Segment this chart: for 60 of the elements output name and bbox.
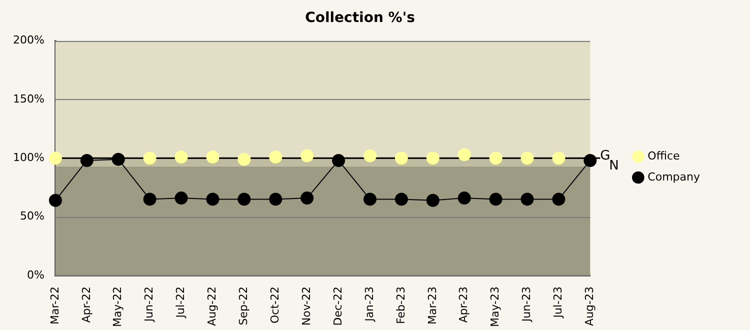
y-tick-label: 200% (12, 34, 44, 47)
legend-label: Company (648, 170, 700, 184)
point (552, 192, 566, 206)
x-tick-label: Mar-23 (426, 286, 439, 325)
point (143, 152, 156, 165)
chart-title: Collection %'s (305, 10, 415, 26)
x-tick-label: Jun-22 (142, 286, 156, 323)
x-tick-label: Sep-22 (237, 286, 250, 326)
point (48, 152, 62, 165)
x-tick-label: Feb-23 (394, 286, 408, 324)
point (520, 152, 534, 165)
point (363, 149, 376, 162)
point (489, 152, 502, 165)
band-label: N (609, 158, 619, 174)
point (584, 154, 597, 167)
point (112, 152, 125, 166)
point (426, 194, 440, 207)
x-tick-label: Jul-23 (552, 286, 565, 319)
y-tick-label: 50% (20, 210, 44, 223)
point (520, 192, 534, 206)
x-tick-label: Dec-22 (331, 286, 344, 326)
x-tick-label: Aug-22 (206, 286, 219, 326)
point (426, 152, 440, 165)
y-tick-label: 0% (26, 268, 44, 282)
point (80, 154, 94, 167)
x-tick-label: Nov-22 (300, 286, 313, 326)
point (458, 192, 471, 205)
point (269, 150, 282, 164)
point (238, 152, 251, 166)
x-tick-label: Apr-23 (457, 286, 470, 323)
point (332, 154, 346, 167)
x-tick-label: Aug-23 (583, 286, 596, 326)
point (300, 192, 314, 205)
x-tick-label: Jan-23 (362, 286, 376, 322)
point (394, 192, 408, 206)
x-tick-label: Oct-22 (268, 286, 282, 324)
x-tick-label: May-23 (488, 286, 502, 327)
legend-label: Office (648, 149, 680, 162)
y-tick-label: 150% (12, 92, 44, 106)
point (206, 192, 220, 206)
point (206, 150, 220, 164)
point (458, 148, 471, 162)
point (143, 192, 156, 206)
x-tick-label: Jun-23 (520, 286, 534, 323)
x-tick-label: Jul-22 (174, 286, 188, 319)
y-tick-label: 100% (12, 151, 44, 164)
point (300, 149, 314, 162)
point (552, 152, 566, 165)
x-tick-label: May-22 (111, 286, 124, 327)
x-tick-label: Apr-22 (80, 286, 93, 323)
ref-line-label: G (600, 148, 610, 164)
point (174, 192, 188, 205)
point (363, 192, 376, 206)
point (394, 152, 408, 165)
x-tick-label: Mar-22 (48, 286, 62, 325)
point (269, 192, 282, 206)
point (238, 192, 251, 206)
point (48, 194, 62, 207)
point (489, 192, 502, 206)
point (174, 150, 188, 164)
